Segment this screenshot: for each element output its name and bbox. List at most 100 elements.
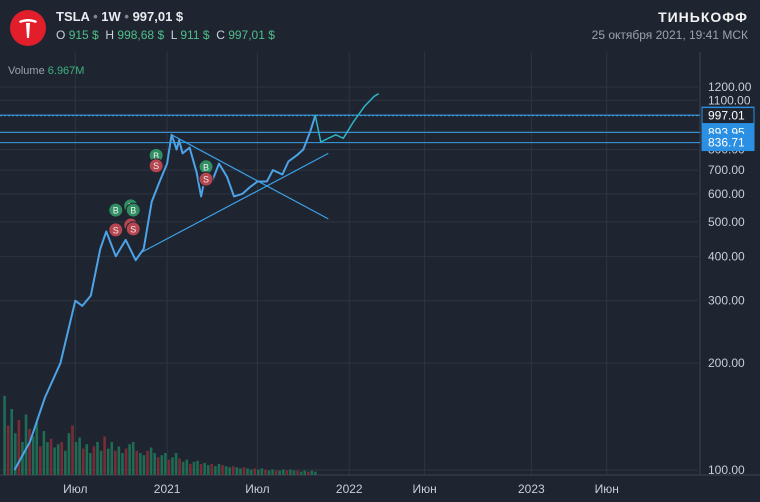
volume-bar (117, 446, 121, 475)
y-tick-label: 600.00 (708, 187, 745, 201)
level-label: 836.71 (708, 136, 745, 150)
volume-bar (303, 470, 307, 475)
volume-bar (203, 462, 206, 475)
y-tick-label: 1100.00 (708, 93, 751, 107)
trade-marker-label: S (203, 175, 209, 185)
separator-dot: • (124, 9, 133, 24)
high-value: 998,68 $ (117, 28, 165, 42)
x-tick-label: 2021 (154, 482, 181, 496)
tesla-logo (10, 10, 46, 46)
y-tick-label: 200.00 (708, 356, 745, 370)
volume-bar (285, 470, 289, 475)
volume-bar (39, 446, 42, 475)
volume-bar (167, 459, 171, 475)
volume-bar (49, 438, 53, 475)
volume-bar (139, 453, 142, 475)
volume-bar (274, 470, 278, 475)
volume-bar (249, 469, 253, 475)
tesla-logo-icon (19, 19, 37, 38)
trade-marker-label: B (153, 151, 159, 161)
volume-bar (278, 470, 281, 475)
volume-bar (189, 464, 192, 475)
volume-bar (71, 425, 74, 475)
volume-bar (292, 470, 296, 475)
trade-marker-label: B (130, 206, 136, 216)
trend-line (140, 152, 329, 254)
volume-bar (196, 460, 199, 475)
volume-bar (210, 464, 214, 475)
price-line (13, 115, 317, 471)
y-tick-label: 500.00 (708, 215, 745, 229)
volume-bar (142, 455, 146, 475)
trend-line (171, 134, 329, 220)
y-tick-label: 1200.00 (708, 80, 752, 94)
volume-bar (214, 466, 217, 475)
volume-bar (99, 450, 103, 475)
volume-bar (3, 395, 6, 475)
volume-bar (81, 448, 85, 475)
volume-bar (124, 448, 128, 475)
volume-bar (114, 450, 117, 475)
volume-bar (149, 447, 153, 475)
buy-marker (125, 202, 141, 218)
volume-bar (260, 468, 264, 475)
volume-bar (264, 469, 267, 475)
volume-bar (192, 461, 196, 475)
close-value: 997,01 $ (228, 28, 275, 42)
volume-bar (56, 444, 60, 475)
volume-bar (267, 470, 271, 475)
trade-marker-label: B (113, 206, 119, 216)
volume-bar (35, 422, 39, 475)
volume-bar (106, 448, 110, 475)
separator-dot: • (93, 9, 102, 24)
x-tick-label: Июл (63, 482, 87, 496)
volume-bar (235, 467, 239, 475)
level-label: 997.01 (708, 109, 745, 123)
volume-bar (74, 442, 78, 475)
x-tick-label: Июн (595, 482, 619, 496)
volume-bar (231, 466, 235, 475)
trade-marker-label: B (203, 162, 209, 172)
volume-bar (164, 453, 167, 475)
volume-bar (128, 444, 131, 475)
volume-bar (314, 471, 317, 475)
volume-bar (253, 468, 256, 475)
volume-bar (53, 447, 56, 475)
x-tick-label: Июн (412, 482, 436, 496)
level-label-box (701, 134, 755, 152)
brand-name: ТИНЬКОФФ (658, 9, 748, 25)
open-label: O (56, 28, 66, 42)
volume-bar (67, 433, 71, 475)
volume-bar (89, 453, 92, 475)
volume-label: Volume (8, 65, 45, 77)
volume-bar (174, 453, 178, 475)
sell-marker (108, 222, 124, 238)
volume-bar (299, 471, 303, 475)
volume-bar (31, 436, 35, 475)
low-label: L (170, 28, 178, 42)
volume-bar (131, 442, 135, 475)
low-value: 911 $ (180, 28, 210, 42)
trade-marker-label: S (113, 225, 119, 235)
volume-bar (256, 469, 260, 475)
sell-marker (198, 171, 214, 187)
volume-bar (199, 464, 203, 475)
trade-marker-label: S (130, 224, 136, 234)
volume-bar (156, 457, 160, 475)
volume-bar (121, 453, 124, 475)
volume-bar (21, 442, 24, 475)
y-tick-label: 400.00 (708, 249, 745, 263)
ohlc-line: O 915 $ H 998,68 $ L 911 $ C 997,01 $ (56, 28, 275, 42)
volume-bar (246, 468, 249, 475)
volume-bar (60, 442, 64, 475)
volume-bar (24, 414, 28, 475)
volume-bar (14, 433, 17, 475)
volume-bar (228, 467, 231, 475)
buy-marker (108, 202, 124, 218)
close-label: C (216, 28, 225, 42)
interval: 1W (101, 9, 121, 24)
volume-bar (271, 469, 274, 475)
y-tick-label: 700.00 (708, 163, 745, 177)
